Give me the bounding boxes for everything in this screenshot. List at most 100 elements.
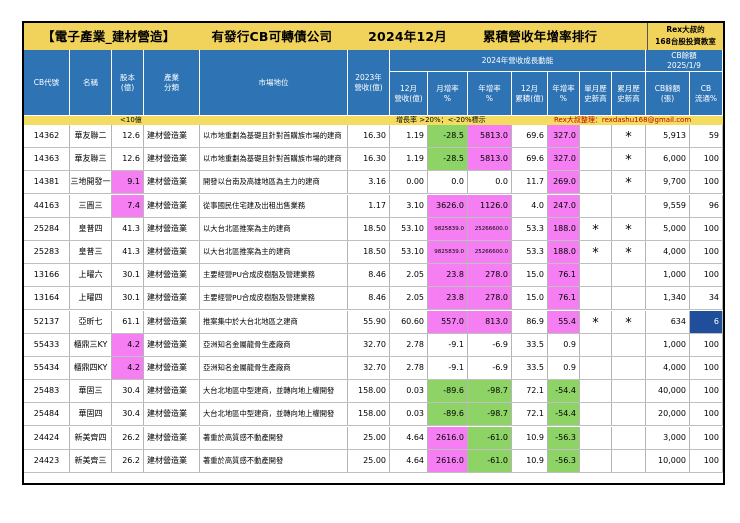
brand-line-1: Rex大叔的 [666,25,705,34]
cell-cb-flow: 59 [690,125,723,147]
cell-cb-code: 55433 [24,333,70,356]
cell-cum-rev: 53.3 [512,217,548,240]
cell-mom: 2616.0 [428,426,468,449]
cell-cb-code: 24423 [24,449,70,472]
cell-cum-rev: 15.0 [512,287,548,310]
table-header: CB代號 名稱 股本 (億) 產業 分類 市場地位 2023年 營收(億) 20… [24,50,723,116]
cell-cb-code: 25284 [24,217,70,240]
cell-cb-code: 44163 [24,194,70,217]
cell-capital: 41.3 [112,241,144,263]
cell-cum-high [612,333,646,356]
cell-cb-flow: 34 [690,287,723,310]
cell-cum-yoy: 76.1 [548,287,580,310]
cell-yoy: 813.0 [468,310,512,333]
cell-cum-rev: 10.9 [512,426,548,449]
cell-mom: 23.8 [428,264,468,287]
cell-mom: 9825839.0 [428,217,468,240]
cell-market: 以市地重劃為基礎且針對首購族市場的建商 [200,125,348,147]
cell-cum-high: * [612,148,646,171]
cell-mom: -28.5 [428,148,468,171]
cell-mom: 3626.0 [428,194,468,217]
cell-cb-balance: 4,000 [646,357,690,379]
cell-cum-yoy: 0.9 [548,333,580,356]
cell-cb-code: 14362 [24,125,70,147]
header-cum-yoy: 年增率 % [548,72,580,116]
cell-cum-rev: 69.6 [512,148,548,171]
cell-cum-rev: 33.5 [512,357,548,379]
cell-cum-rev: 86.9 [512,310,548,333]
cell-cb-balance: 5,913 [646,125,690,147]
cell-capital: 26.2 [112,449,144,472]
cell-cb-code: 13164 [24,287,70,310]
legend-credit: Rex大叔整理：rexdashu168@gmail.com [554,116,692,124]
header-cb-flow: CB 流通% [690,72,723,116]
cell-name: 新美齊三 [70,449,112,472]
cell-dec-rev: 4.64 [390,449,428,472]
cell-cum-high: * [612,217,646,240]
cell-cb-code: 14363 [24,148,70,171]
cell-rev-2023: 18.50 [348,217,390,240]
cell-cum-high: * [612,241,646,263]
cell-rev-2023: 55.90 [348,310,390,333]
cell-month-high [580,380,612,403]
cell-month-high [580,171,612,194]
cell-yoy: -61.0 [468,426,512,449]
cell-cum-high: * [612,125,646,147]
cell-cb-flow: 100 [690,380,723,403]
cell-dec-rev: 4.64 [390,426,428,449]
cell-name: 華固四 [70,403,112,426]
cell-cum-high [612,357,646,379]
cell-month-high [580,148,612,171]
cell-cum-rev: 72.1 [512,380,548,403]
cell-market: 主要經營PU合成皮樹脂及營建業務 [200,287,348,310]
cell-rev-2023: 3.16 [348,171,390,194]
cell-market: 亞洲知名金屬龍骨生產廠商 [200,333,348,356]
cell-name: 華友聯二 [70,125,112,147]
title-ranking: 累積營收年增率排行 [482,29,598,44]
cell-mom: -9.1 [428,357,468,379]
cell-month-high [580,426,612,449]
cell-dec-rev: 2.05 [390,287,428,310]
header-market: 市場地位 [200,50,348,116]
cell-mom: -28.5 [428,125,468,147]
cell-cum-yoy: -54.4 [548,380,580,403]
cell-mom: 9825839.0 [428,241,468,263]
cell-cum-rev: 53.3 [512,241,548,263]
cell-market: 以大台北區推案為主的建商 [200,241,348,263]
cell-yoy: 1126.0 [468,194,512,217]
cell-cum-rev: 11.7 [512,171,548,194]
cell-market: 亞洲知名金屬龍骨生產廠商 [200,357,348,379]
cell-cb-code: 55434 [24,357,70,379]
legend-small-capital: <10億 [120,116,142,124]
cell-dec-rev: 2.78 [390,357,428,379]
cell-rev-2023: 25.00 [348,426,390,449]
cell-cb-flow: 100 [690,426,723,449]
cell-dec-rev: 53.10 [390,241,428,263]
cell-cum-high [612,380,646,403]
cell-cb-flow: 100 [690,241,723,263]
cell-capital: 12.6 [112,148,144,171]
table-row: 25284 皇普四 41.3 建材營造業 以大台北區推案為主的建商 18.50 53.10 9… [24,217,723,241]
cell-industry: 建材營造業 [144,241,200,263]
cell-cum-yoy: -54.4 [548,403,580,426]
cell-market: 開發以台南及高雄地區為主力的建商 [200,171,348,194]
header-cb-code: CB代號 [24,50,70,116]
cell-cb-code: 13166 [24,264,70,287]
cell-cb-balance: 5,000 [646,217,690,240]
header-cb-balance-group: CB餘額 2025/1/9 [646,50,723,72]
cell-cum-high: * [612,310,646,333]
cell-cb-balance: 1,000 [646,264,690,287]
cell-yoy: 278.0 [468,264,512,287]
table-row: 25483 華固三 30.4 建材營造業 大台北地區中型建商，並轉向地上權開發 158.0… [24,380,723,404]
cell-cb-balance: 10,000 [646,449,690,472]
cell-month-high [580,357,612,379]
cell-cb-code: 25484 [24,403,70,426]
cell-cb-flow: 100 [690,449,723,472]
cell-market: 主要經營PU合成皮樹脂及營建業務 [200,264,348,287]
cell-capital: 26.2 [112,426,144,449]
cell-month-high [580,403,612,426]
cell-market: 從事國民住宅建及出租出售業務 [200,194,348,217]
brand-box: Rex大叔的 168台股投資教室 [647,23,723,50]
header-rev-2023: 2023年 營收(億) [348,50,390,116]
table-row: 52137 亞昕七 61.1 建材營造業 推案集中於大台北地區之建商 55.90 60.60… [24,310,723,334]
